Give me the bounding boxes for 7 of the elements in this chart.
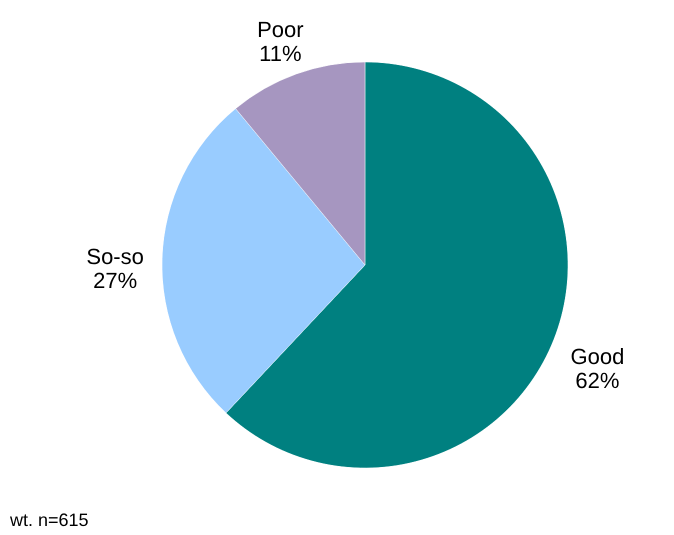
slice-label: Poor <box>257 16 304 42</box>
data-label: 27% <box>93 268 138 294</box>
slice-label: Good <box>570 344 624 370</box>
text: wt. n=615 <box>9 510 89 530</box>
slice-label: So-so <box>86 244 144 270</box>
data-label: 62% <box>575 368 620 394</box>
data-label: 11% <box>259 40 302 66</box>
